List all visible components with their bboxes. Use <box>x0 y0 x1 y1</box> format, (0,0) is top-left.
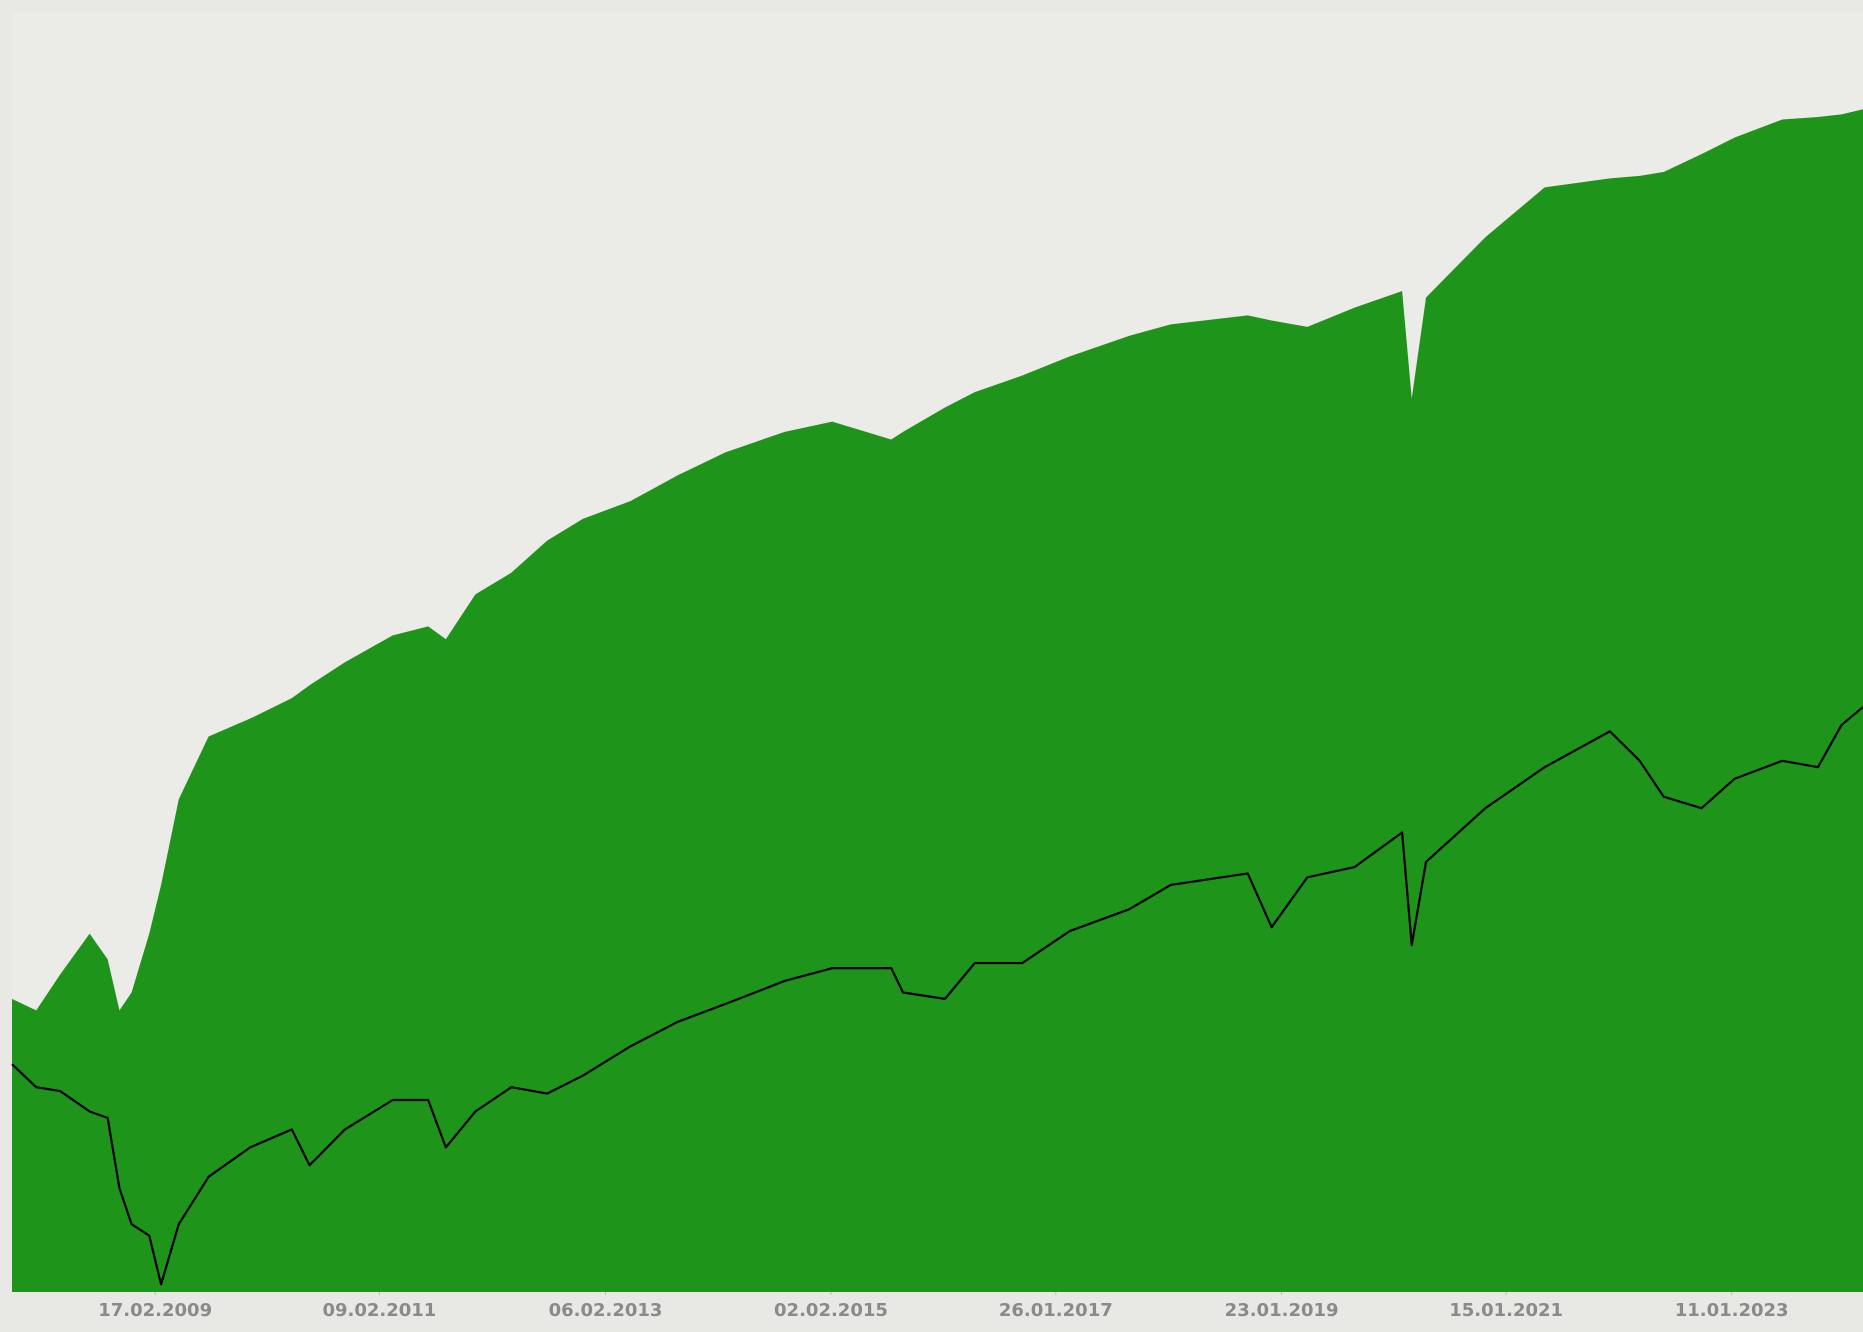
x-tick-label: 11.01.2023 <box>1675 1300 1789 1321</box>
x-tick-label: 23.01.2019 <box>1225 1300 1339 1321</box>
x-tick-label: 15.01.2021 <box>1449 1300 1563 1321</box>
area <box>12 109 1863 1292</box>
x-tick-label: 06.02.2013 <box>549 1300 663 1321</box>
x-tick-label: 09.02.2011 <box>322 1300 436 1321</box>
x-tick-label: 02.02.2015 <box>774 1300 888 1321</box>
x-tick-label: 26.01.2017 <box>999 1300 1113 1321</box>
line <box>11 706 1863 1286</box>
x-tick-label: 17.02.2009 <box>98 1300 212 1321</box>
